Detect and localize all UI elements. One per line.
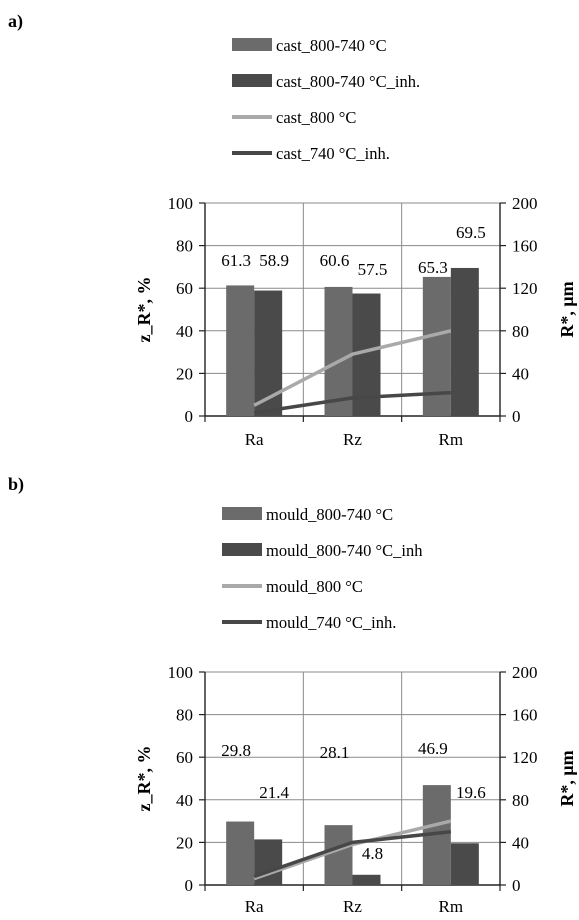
bar xyxy=(450,843,479,885)
bar-data-label: 69.5 xyxy=(456,223,486,242)
left-tick-label: 80 xyxy=(176,237,193,256)
category-label: Rz xyxy=(343,430,362,449)
left-tick-label: 100 xyxy=(168,663,194,682)
bar xyxy=(352,874,381,885)
right-axis-title: R*, μm xyxy=(557,281,577,337)
bar xyxy=(226,821,255,885)
right-tick-label: 80 xyxy=(512,791,529,810)
category-label: Ra xyxy=(245,430,264,449)
bar-data-label: 65.3 xyxy=(418,258,448,277)
bar-data-label: 4.8 xyxy=(362,844,383,863)
right-tick-label: 200 xyxy=(512,194,538,213)
legend-bar-swatch xyxy=(222,507,262,520)
bar-data-label: 61.3 xyxy=(221,251,251,270)
bar xyxy=(324,286,353,416)
left-tick-label: 60 xyxy=(176,279,193,298)
series-line xyxy=(253,390,451,415)
bar-data-label: 29.8 xyxy=(221,741,251,760)
bar-data-label: 58.9 xyxy=(259,251,289,270)
legend-entry: mould_740 °C_inh. xyxy=(222,613,396,632)
bar xyxy=(450,267,479,416)
right-axis-title: R*, μm xyxy=(557,750,577,806)
left-tick-label: 40 xyxy=(176,322,193,341)
left-tick-label: 20 xyxy=(176,364,193,383)
chart-panel-b: b) mould_800-740 °C mould_800-740 °C_inhmo… xyxy=(8,474,577,916)
left-tick-label: 0 xyxy=(185,876,194,895)
left-axis-title: z_R*, % xyxy=(134,277,154,343)
legend-label: mould_740 °C_inh. xyxy=(266,613,396,632)
series-line xyxy=(253,819,452,881)
bar-data-label: 19.6 xyxy=(456,783,486,802)
category-label: Rm xyxy=(439,430,464,449)
right-tick-label: 120 xyxy=(512,748,538,767)
bar-data-label: 21.4 xyxy=(259,783,289,802)
chart-panel-a: a) cast_800-740 °C cast_800-740 °C_inh.cas… xyxy=(8,11,577,449)
series-line xyxy=(253,329,452,407)
bar-data-label: 57.5 xyxy=(358,260,388,279)
series-line xyxy=(253,830,452,879)
legend-bar-swatch xyxy=(232,38,272,51)
legend-entry: mould_800 °C xyxy=(222,577,363,596)
bar-data-label: 46.9 xyxy=(418,739,448,758)
legend-label: cast_800-740 °C_inh. xyxy=(276,72,420,91)
left-tick-label: 0 xyxy=(185,407,194,426)
legend-entry: mould_800-740 °C_inh xyxy=(222,541,423,560)
panel-label: b) xyxy=(8,474,24,495)
category-label: Rm xyxy=(439,897,464,916)
bar xyxy=(226,285,255,416)
panel-label: a) xyxy=(8,11,23,32)
legend-entry: mould_800-740 °C xyxy=(222,505,393,524)
legend-bar-swatch xyxy=(222,543,262,556)
legend-label: mould_800-740 °C xyxy=(266,505,393,524)
legend-label: mould_800-740 °C_inh xyxy=(266,541,423,560)
bar-data-label: 28.1 xyxy=(320,743,350,762)
right-tick-label: 160 xyxy=(512,237,538,256)
left-tick-label: 20 xyxy=(176,833,193,852)
category-label: Ra xyxy=(245,897,264,916)
right-tick-label: 40 xyxy=(512,833,529,852)
legend-entry: cast_800 °C xyxy=(232,108,356,127)
left-axis-title: z_R*, % xyxy=(134,746,154,812)
left-tick-label: 100 xyxy=(168,194,194,213)
right-tick-label: 0 xyxy=(512,876,521,895)
left-tick-label: 40 xyxy=(176,791,193,810)
right-tick-label: 80 xyxy=(512,322,529,341)
right-tick-label: 160 xyxy=(512,706,538,725)
left-tick-label: 80 xyxy=(176,706,193,725)
legend-bar-swatch xyxy=(232,74,272,87)
legend-label: mould_800 °C xyxy=(266,577,363,596)
legend-label: cast_740 °C_inh. xyxy=(276,144,390,163)
left-tick-label: 60 xyxy=(176,748,193,767)
category-label: Rz xyxy=(343,897,362,916)
legend-entry: cast_740 °C_inh. xyxy=(232,144,390,163)
right-tick-label: 200 xyxy=(512,663,538,682)
legend-label: cast_800 °C xyxy=(276,108,356,127)
right-tick-label: 120 xyxy=(512,279,538,298)
legend-entry: cast_800-740 °C xyxy=(232,36,387,55)
legend-entry: cast_800-740 °C_inh. xyxy=(232,72,420,91)
right-tick-label: 40 xyxy=(512,364,529,383)
bar xyxy=(324,825,353,885)
right-tick-label: 0 xyxy=(512,407,521,426)
legend-label: cast_800-740 °C xyxy=(276,36,387,55)
bar-data-label: 60.6 xyxy=(320,251,350,270)
